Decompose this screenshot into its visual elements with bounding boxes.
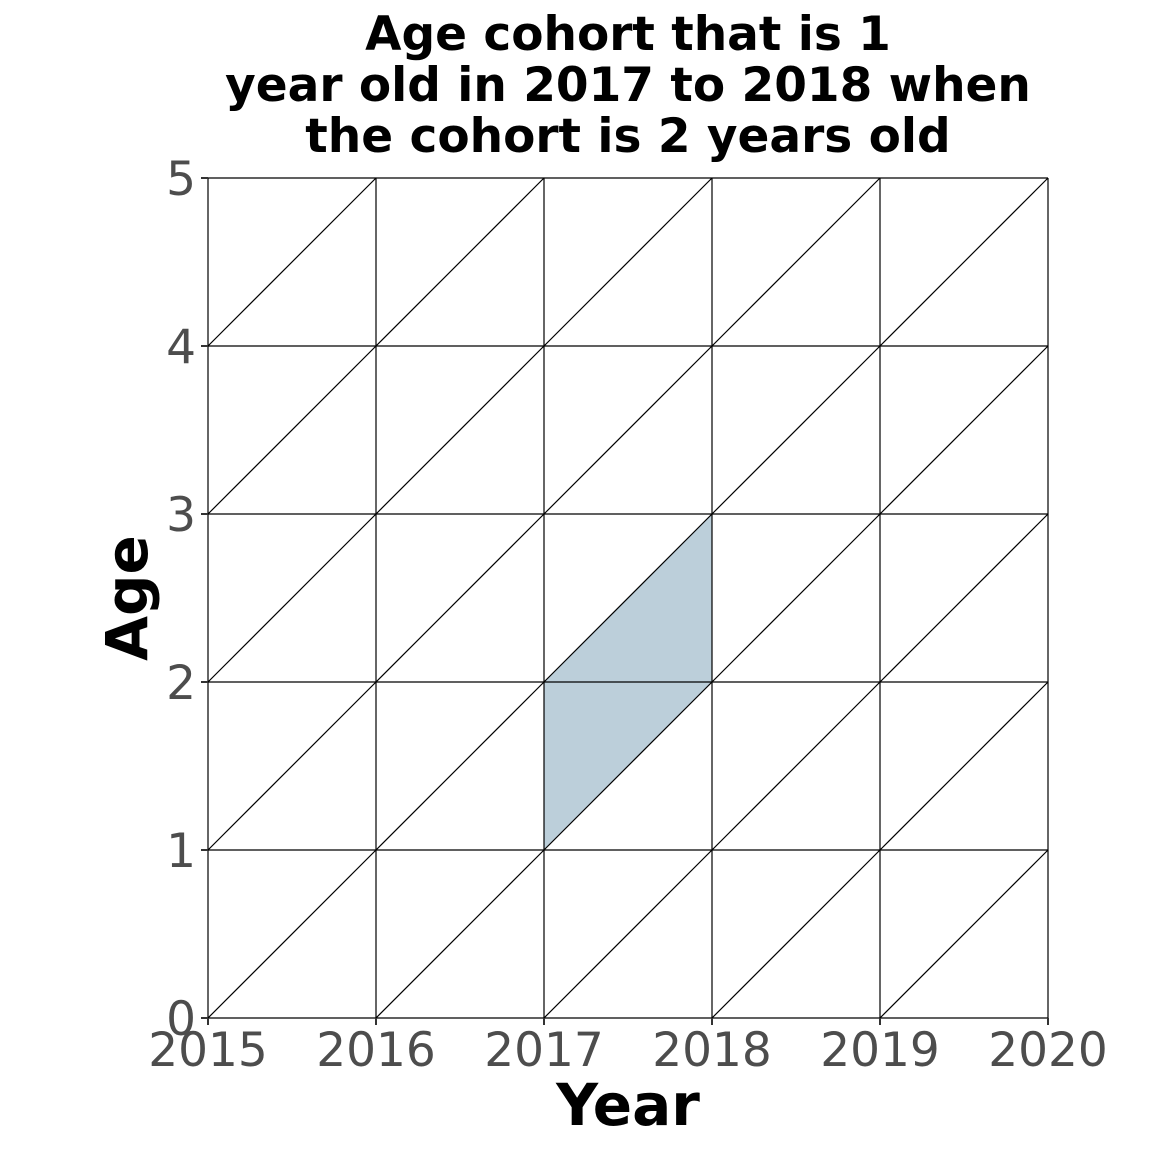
x-tick-label: 2017 bbox=[484, 1023, 604, 1078]
diagonal-line bbox=[207, 849, 377, 1019]
y-tick-label: 2 bbox=[166, 656, 196, 711]
title-line-2: year old in 2017 to 2018 when bbox=[225, 58, 1031, 113]
diagonal-line bbox=[543, 849, 713, 1019]
diagonal-line bbox=[207, 345, 377, 515]
y-tick-label: 0 bbox=[166, 992, 196, 1047]
diagonal-line bbox=[711, 849, 881, 1019]
diagonal-line bbox=[207, 177, 377, 347]
diagonal-line bbox=[543, 345, 713, 515]
x-tick-label: 2018 bbox=[652, 1023, 772, 1078]
diagonal-line bbox=[375, 681, 545, 851]
diagonal-line bbox=[711, 177, 881, 347]
diagonal-line bbox=[879, 345, 1049, 515]
x-axis-title: Year bbox=[555, 1071, 700, 1139]
diagonal-line bbox=[879, 177, 1049, 347]
y-tick-label: 3 bbox=[166, 488, 196, 543]
title-line-3: the cohort is 2 years old bbox=[305, 109, 950, 164]
diagonal-lines bbox=[207, 177, 1049, 1019]
diagonal-line bbox=[543, 513, 713, 683]
diagonal-line bbox=[879, 849, 1049, 1019]
grid-layer bbox=[207, 177, 1049, 1019]
x-tick-label: 2015 bbox=[148, 1023, 268, 1078]
diagonal-line bbox=[711, 345, 881, 515]
diagonal-line bbox=[879, 513, 1049, 683]
diagonal-line bbox=[207, 681, 377, 851]
diagonal-line bbox=[375, 345, 545, 515]
y-tick-label: 5 bbox=[166, 152, 196, 207]
title-line-1: Age cohort that is 1 bbox=[365, 7, 891, 62]
diagonal-line bbox=[711, 681, 881, 851]
y-tick-label: 1 bbox=[166, 824, 196, 879]
axis-ticks bbox=[201, 177, 1049, 1025]
y-tick-label: 4 bbox=[166, 320, 196, 375]
diagonal-line bbox=[879, 681, 1049, 851]
diagonal-line bbox=[711, 513, 881, 683]
diagonal-line bbox=[375, 513, 545, 683]
x-tick-label: 2016 bbox=[316, 1023, 436, 1078]
diagonal-line bbox=[207, 513, 377, 683]
x-tick-label: 2019 bbox=[820, 1023, 940, 1078]
diagonal-line bbox=[375, 177, 545, 347]
diagonal-line bbox=[375, 849, 545, 1019]
y-tick-labels: 0 1 2 3 4 5 bbox=[166, 152, 196, 1047]
y-axis-title: Age bbox=[93, 535, 161, 661]
chart-title: Age cohort that is 1 year old in 2017 to… bbox=[225, 7, 1031, 164]
x-tick-label: 2020 bbox=[988, 1023, 1108, 1078]
diagonal-line bbox=[543, 681, 713, 851]
x-tick-labels: 2015 2016 2017 2018 2019 2020 bbox=[148, 1023, 1108, 1078]
diagonal-line bbox=[543, 177, 713, 347]
